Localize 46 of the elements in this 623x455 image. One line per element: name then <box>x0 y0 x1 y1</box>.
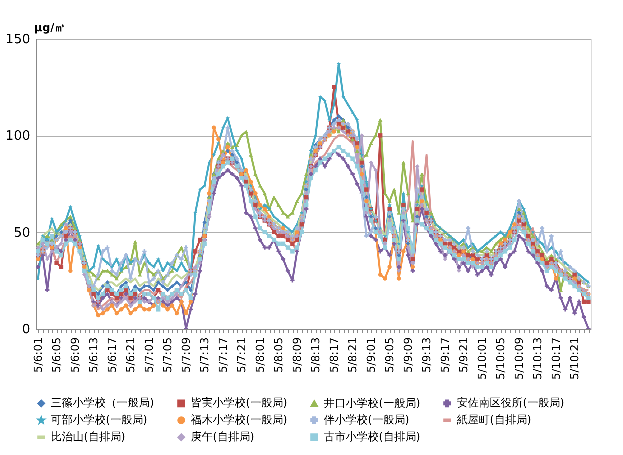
x-tick-label: 5/7:01 <box>142 338 156 373</box>
x-tick-label: 5/8:09 <box>290 338 304 373</box>
legend-label: 井口小学校(一般局) <box>324 396 421 410</box>
x-tick-label: 5/10:01 <box>476 338 489 380</box>
x-tick-label: 5/6:01 <box>32 338 45 373</box>
legend-label: 古市小学校(自排局) <box>324 430 421 444</box>
y-tick-label: 50 <box>14 226 30 241</box>
x-tick-label: 5/8:01 <box>254 338 267 373</box>
x-tick-label: 5/8:13 <box>309 338 322 373</box>
x-tick-label: 5/9:17 <box>438 338 452 373</box>
x-tick-label: 5/7:21 <box>235 338 248 373</box>
x-tick-label: 5/8:21 <box>346 338 360 373</box>
y-tick-label: 150 <box>6 32 30 48</box>
y-tick-label: 0 <box>22 322 30 338</box>
x-tick-label: 5/8:17 <box>328 338 341 373</box>
x-tick-label: 5/9:21 <box>457 338 470 373</box>
x-tick-label: 5/9:01 <box>364 338 378 373</box>
x-tick-label: 5/9:05 <box>383 338 396 373</box>
x-tick-label: 5/7:09 <box>180 338 193 373</box>
x-tick-label: 5/7:17 <box>216 338 230 373</box>
x-tick-label: 5/6:17 <box>106 338 119 373</box>
legend-label: 三篠小学校（一般局) <box>51 396 154 410</box>
y-tick-label: 100 <box>6 129 30 144</box>
x-tick-label: 5/8:05 <box>272 338 286 373</box>
x-tick-label: 5/9:13 <box>420 338 434 373</box>
x-tick-label: 5/7:13 <box>198 338 212 373</box>
legend-label: 庚午(自排局) <box>191 430 255 444</box>
x-tick-label: 5/7:05 <box>161 338 174 373</box>
x-tick-label: 5/6:05 <box>50 338 64 373</box>
legend-label: 伴小学校(一般局) <box>324 414 410 426</box>
x-tick-label: 5/10:17 <box>550 338 563 380</box>
legend-label: 安佐南区役所(一般局) <box>457 396 565 410</box>
x-tick-label: 5/6:21 <box>124 338 138 373</box>
legend-label: 可部小学校(一般局) <box>51 414 148 426</box>
x-tick-label: 5/9:09 <box>402 338 415 373</box>
legend-label: 紙屋町(自排局) <box>457 414 532 426</box>
x-tick-label: 5/10:21 <box>568 338 582 380</box>
x-tick-label: 5/6:13 <box>87 338 100 373</box>
y-axis-title: μg/㎥ <box>34 22 66 34</box>
x-tick-label: 5/10:13 <box>531 338 544 380</box>
legend-label: 福木小学校(一般局) <box>191 414 288 426</box>
x-tick-label: 5/10:09 <box>512 338 526 380</box>
x-tick-label: 5/10:05 <box>494 338 508 380</box>
legend-label: 比治山(自排局) <box>51 430 126 444</box>
x-tick-label: 5/6:09 <box>68 338 82 373</box>
legend-label: 皆実小学校(一般局) <box>191 396 288 410</box>
